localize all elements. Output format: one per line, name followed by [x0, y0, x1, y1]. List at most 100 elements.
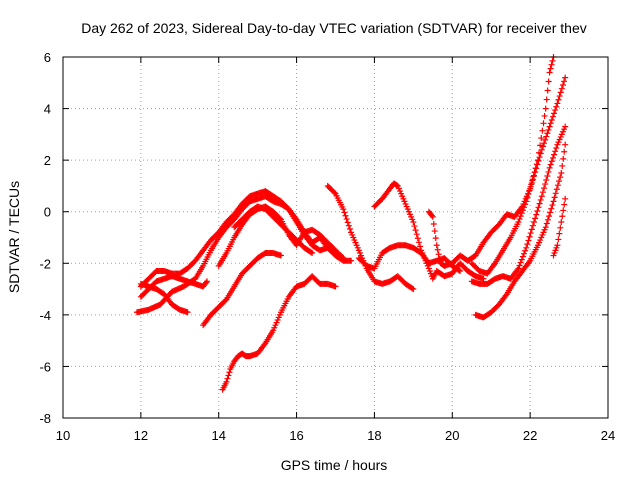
- data-point: [558, 85, 565, 92]
- data-point: [536, 200, 543, 207]
- data-point: [551, 110, 558, 117]
- data-point: [548, 116, 555, 123]
- data-point: [527, 230, 534, 237]
- data-point: [541, 112, 548, 119]
- data-point: [555, 236, 562, 243]
- data-point: [528, 179, 535, 186]
- data-point: [521, 250, 528, 257]
- data-point: [533, 211, 540, 218]
- x-tick-label: 24: [601, 428, 615, 443]
- series-track-14: [472, 141, 569, 321]
- series-track-5: [200, 249, 284, 329]
- series-track-2: [137, 188, 347, 290]
- data-point: [410, 219, 417, 226]
- y-tick-label: 0: [44, 205, 51, 220]
- y-axis-label: SDTVAR / TECUs: [6, 181, 22, 293]
- data-point: [521, 204, 528, 211]
- data-point: [537, 150, 544, 157]
- data-point: [278, 252, 284, 259]
- data-point: [542, 224, 549, 231]
- data-point: [434, 246, 441, 253]
- series-track-16: [550, 195, 569, 259]
- data-point: [431, 228, 438, 235]
- data-point: [525, 237, 532, 244]
- data-point: [340, 206, 347, 213]
- data-point: [554, 242, 561, 249]
- series-track-15: [468, 123, 569, 287]
- data-point: [225, 372, 232, 379]
- y-tick-label: -8: [39, 411, 51, 426]
- data-point: [480, 275, 487, 282]
- data-point: [410, 286, 417, 293]
- data-point: [552, 190, 559, 197]
- data-point: [515, 219, 522, 226]
- data-point: [204, 278, 211, 285]
- data-point: [308, 249, 315, 256]
- data-point: [529, 222, 536, 229]
- data-point: [348, 257, 355, 264]
- data-point: [517, 259, 524, 266]
- data-point: [345, 222, 352, 229]
- data-point: [559, 162, 566, 169]
- data-point: [544, 172, 551, 179]
- data-point: [428, 212, 435, 219]
- data-point: [538, 135, 545, 142]
- data-point: [433, 242, 440, 249]
- data-point: [340, 255, 347, 262]
- data-point: [528, 226, 535, 233]
- data-point: [544, 130, 551, 137]
- data-point: [546, 164, 553, 171]
- data-point: [414, 235, 421, 242]
- data-point: [543, 96, 550, 103]
- chart-title: Day 262 of 2023, Sidereal Day-to-day VTE…: [81, 20, 587, 36]
- data-point: [561, 78, 568, 85]
- data-point: [535, 157, 542, 164]
- y-tick-label: 2: [44, 153, 51, 168]
- data-point: [538, 193, 545, 200]
- series-track-4: [137, 280, 191, 316]
- data-point: [545, 126, 552, 133]
- data-point: [332, 283, 339, 290]
- series-track-6: [219, 273, 339, 393]
- data-point: [531, 172, 538, 179]
- data-point: [543, 133, 550, 140]
- data-point: [523, 198, 530, 205]
- data-point: [429, 213, 436, 220]
- series-track-12: [425, 54, 557, 269]
- data-point: [523, 244, 530, 251]
- x-tick-label: 22: [523, 428, 537, 443]
- series-track-8: [231, 203, 316, 256]
- data-point: [436, 255, 443, 262]
- data-point: [556, 93, 563, 100]
- data-point: [560, 155, 567, 162]
- data-point: [413, 231, 420, 238]
- data-point: [551, 194, 558, 201]
- data-point: [549, 113, 556, 120]
- data-point: [339, 254, 346, 261]
- plot-frame: [62, 56, 609, 419]
- data-point: [547, 120, 554, 127]
- data-point: [518, 210, 525, 217]
- data-point: [552, 148, 559, 155]
- data-point: [562, 195, 569, 202]
- data-point: [532, 168, 539, 175]
- x-tick-label: 14: [211, 428, 225, 443]
- y-tick-label: -6: [39, 359, 51, 374]
- series-track-9: [324, 182, 417, 293]
- data-point: [342, 212, 349, 219]
- data-point: [547, 161, 554, 168]
- data-point: [541, 140, 548, 147]
- data-point: [543, 220, 550, 227]
- data-point: [562, 74, 569, 81]
- data-point: [539, 127, 546, 134]
- data-point: [531, 219, 538, 226]
- x-tick-label: 16: [289, 428, 303, 443]
- data-point: [516, 216, 523, 223]
- data-point: [557, 174, 564, 181]
- data-point: [543, 177, 550, 184]
- data-point: [542, 181, 549, 188]
- data-point: [545, 78, 552, 85]
- data-point: [553, 186, 560, 193]
